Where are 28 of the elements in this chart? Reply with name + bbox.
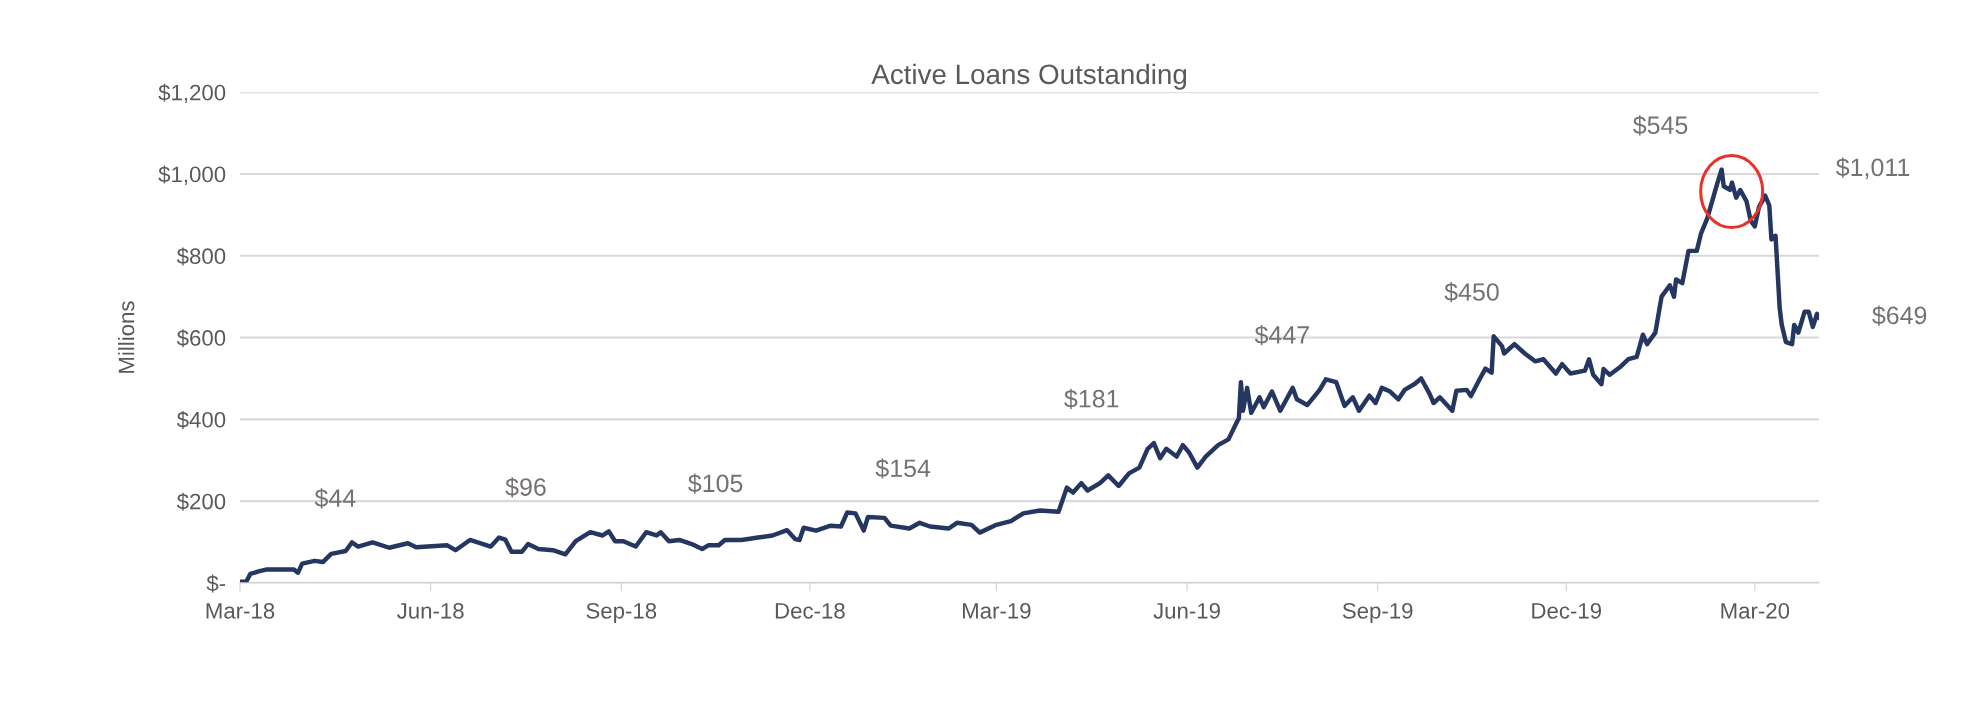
x-tick-label: Jun-19 [1153,602,1220,619]
y-axis-title: Millions [117,301,135,373]
annotation: $545 [1632,115,1688,136]
y-tick-label: $- [206,574,226,593]
chart-title: Active Loans Outstanding [871,63,1187,90]
annotation: $105 [688,473,743,494]
y-tick-label: $1,200 [158,83,226,104]
annotation: $44 [314,488,356,509]
annotation: $154 [875,458,931,479]
x-tick-label: Dec-18 [775,602,845,619]
text: $649 [1872,305,1927,326]
x-tick-label: Jun-18 [397,602,464,619]
annotation: $450 [1444,282,1499,303]
text: $1,011 [1835,157,1910,180]
y-tick-label: $200 [176,492,226,511]
annotation: $96 [505,477,546,498]
y-tick-label: $800 [176,247,226,266]
y-tick-label: $400 [176,410,226,429]
x-tick-label: Sep-18 [586,602,657,624]
x-tick-label: Dec-19 [1532,602,1602,619]
annotation: $181 [1064,388,1119,410]
x-tick-label: Mar-20 [1721,602,1790,619]
x-tick-label: Sep-19 [1342,602,1413,624]
y-tick-label: $1,000 [158,165,226,185]
annotation: $447 [1254,325,1309,346]
y-tick-label: $600 [176,329,226,348]
x-tick-label: Mar-18 [206,602,275,619]
x-tick-label: Mar-19 [963,602,1031,619]
